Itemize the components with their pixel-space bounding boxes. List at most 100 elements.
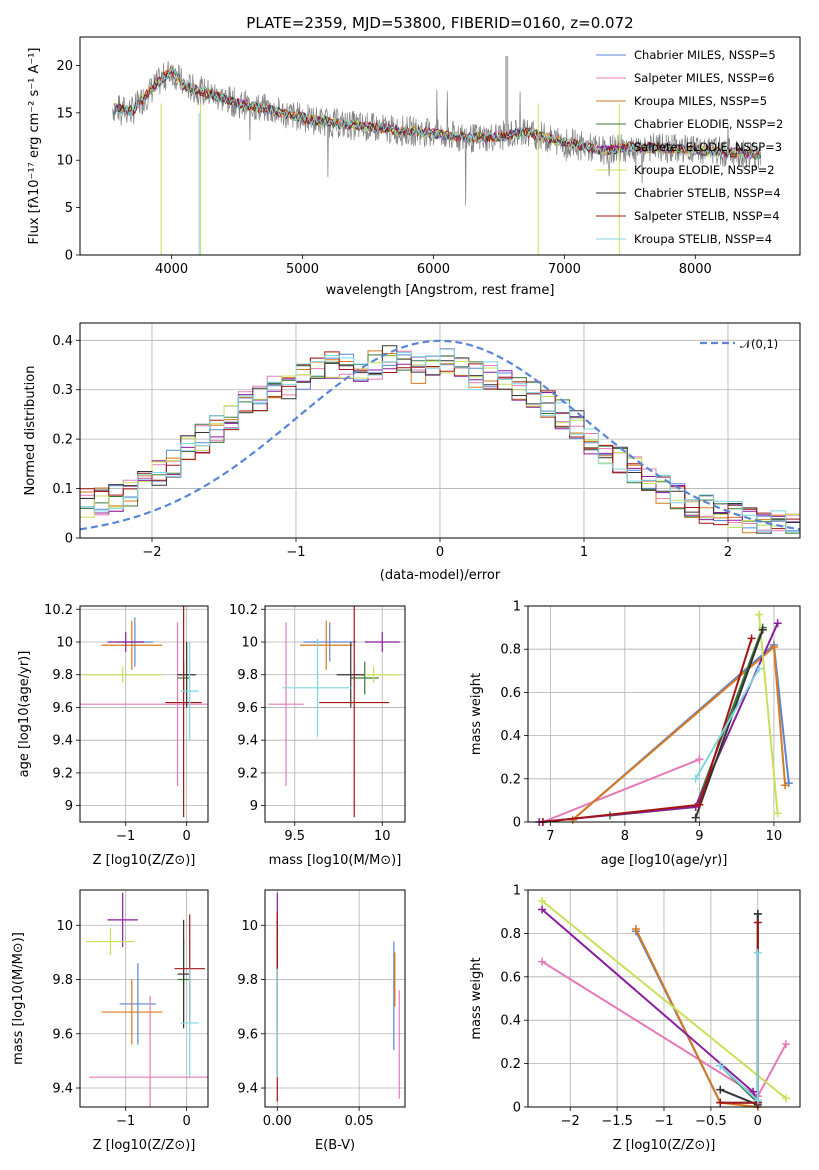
- weight-marker: [781, 1094, 790, 1103]
- y-tick-label: 0.6: [500, 686, 521, 701]
- x-tick-label: 1: [580, 545, 588, 560]
- x-axis-label: mass [log10(M/M⊙)]: [269, 853, 402, 868]
- y-axis-label: mass weight: [469, 957, 484, 1039]
- y-tick-label: 9.4: [237, 1082, 258, 1097]
- weight-marker: [773, 809, 782, 818]
- legend-label: Kroupa STELIB, NSSP=4: [634, 232, 772, 246]
- y-axis-label: Flux [fλ10⁻¹⁷ erg cm⁻² s⁻¹ A⁻¹]: [27, 48, 42, 245]
- y-tick-label: 9.4: [52, 734, 73, 749]
- chart-title: PLATE=2359, MJD=53800, FIBERID=0160, z=0…: [246, 14, 633, 32]
- weight-marker: [753, 918, 762, 927]
- x-tick-label: −2: [561, 1114, 580, 1129]
- weight-marker: [755, 664, 764, 673]
- legend-label: Salpeter MILES, NSSP=6: [634, 71, 775, 85]
- model-line-7: [115, 65, 760, 159]
- y-tick-label: 0.4: [52, 334, 73, 349]
- x-tick-label: 7: [546, 829, 554, 844]
- axes-frame-0: [79, 36, 801, 256]
- weight-marker: [538, 957, 547, 966]
- x-tick-label: −2: [142, 545, 161, 560]
- y-tick-label: 0: [513, 1101, 521, 1116]
- panel-6: 0.00 0.05 9.4 9.6 9.8 10: [237, 890, 405, 1129]
- y-tick-label: 0.2: [500, 772, 521, 787]
- x-tick-label: 8000: [679, 262, 712, 277]
- weight-marker: [755, 610, 764, 619]
- x-axis-label: Z [log10(Z/Z⊙)]: [613, 1138, 716, 1153]
- x-tick-label: −1: [286, 545, 305, 560]
- histogram-6: [80, 345, 800, 534]
- x-axis-label: Z [log10(Z/Z⊙)]: [93, 1138, 196, 1153]
- y-tick-label: 0.1: [52, 482, 73, 497]
- x-tick-label: −1.5: [601, 1114, 633, 1129]
- x-tick-label: 0: [183, 829, 191, 844]
- x-tick-label: −1: [116, 1114, 135, 1129]
- y-tick-label: 10: [56, 154, 73, 169]
- legend-label: Chabrier ELODIE, NSSP=2: [634, 117, 783, 131]
- x-tick-label: 0: [183, 1114, 191, 1129]
- errorbars: [268, 606, 400, 818]
- model-line-2: [113, 65, 762, 160]
- axes-frame-7: [527, 889, 801, 1108]
- weight-marker: [749, 1087, 758, 1096]
- normal-curve: [79, 339, 801, 531]
- weight-marker: [691, 813, 700, 822]
- weight-marker: [538, 896, 547, 905]
- x-tick-label: 9.5: [284, 829, 305, 844]
- x-tick-label: 5000: [286, 262, 319, 277]
- panel-5: −1 0 9.4 9.6 9.8 10: [52, 890, 208, 1129]
- y-tick-label: 0: [65, 249, 73, 264]
- y-tick-label: 9.6: [52, 701, 73, 716]
- weight-marker: [716, 1098, 725, 1107]
- weight-marker: [753, 1096, 762, 1105]
- x-tick-label: 6000: [417, 262, 450, 277]
- x-axis-label: age [log10(age/yr)]: [601, 853, 728, 868]
- weight-marker: [758, 625, 767, 634]
- legend-label: Kroupa ELODIE, NSSP=2: [634, 163, 775, 177]
- y-tick-label: 9.2: [52, 766, 73, 781]
- x-axis-label: Z [log10(Z/Z⊙)]: [93, 853, 196, 868]
- legend-label: Kroupa MILES, NSSP=5: [634, 94, 767, 108]
- weight-marker: [716, 1061, 725, 1070]
- weight-marker: [538, 905, 547, 914]
- x-tick-label: 8: [621, 829, 629, 844]
- y-tick-label: 0.3: [52, 383, 73, 398]
- y-tick-label: 9: [250, 799, 258, 814]
- weight-marker: [781, 781, 790, 790]
- y-tick-label: 5: [65, 201, 73, 216]
- weight-line-6: [694, 629, 764, 819]
- axes-frame-1: [79, 322, 801, 539]
- y-tick-label: 0.2: [500, 1057, 521, 1072]
- spectrum-lines: [112, 55, 762, 255]
- y-tick-label: 0: [65, 532, 73, 547]
- y-tick-label: 9.6: [52, 1027, 73, 1042]
- axes-frame-4: [527, 605, 801, 823]
- weight-line-5: [758, 614, 779, 814]
- y-tick-label: 10: [241, 919, 258, 934]
- y-tick-label: 0.4: [500, 729, 521, 744]
- model-line-8: [115, 67, 761, 160]
- y-tick-label: 9.8: [237, 668, 258, 683]
- weight-marker: [753, 948, 762, 957]
- y-tick-label: 1: [513, 884, 521, 899]
- x-tick-label: 0.00: [263, 1114, 292, 1129]
- x-tick-label: −1: [116, 829, 135, 844]
- x-tick-label: −1: [654, 1114, 673, 1129]
- errorbars: [276, 892, 400, 1102]
- y-tick-label: 10: [56, 919, 73, 934]
- weight-marker: [695, 800, 704, 809]
- y-axis-label: Normed distribution: [23, 366, 38, 496]
- y-tick-label: 0: [513, 816, 521, 831]
- y-tick-label: 1: [513, 600, 521, 615]
- histogram-8: [80, 348, 800, 533]
- x-tick-label: 0: [754, 1114, 762, 1129]
- legend-label: Salpeter ELODIE, NSSP=3: [634, 140, 782, 154]
- y-tick-label: 10.2: [44, 603, 73, 618]
- y-tick-label: 0.2: [52, 433, 73, 448]
- x-tick-label: 10: [374, 829, 391, 844]
- x-axis-label: (data-model)/error: [380, 568, 501, 583]
- weight-marker: [769, 643, 778, 652]
- y-tick-label: 9.8: [52, 668, 73, 683]
- legend-label: 𝒩(0,1): [740, 337, 778, 351]
- y-axis-label: mass [log10(M/M⊙)]: [11, 932, 26, 1065]
